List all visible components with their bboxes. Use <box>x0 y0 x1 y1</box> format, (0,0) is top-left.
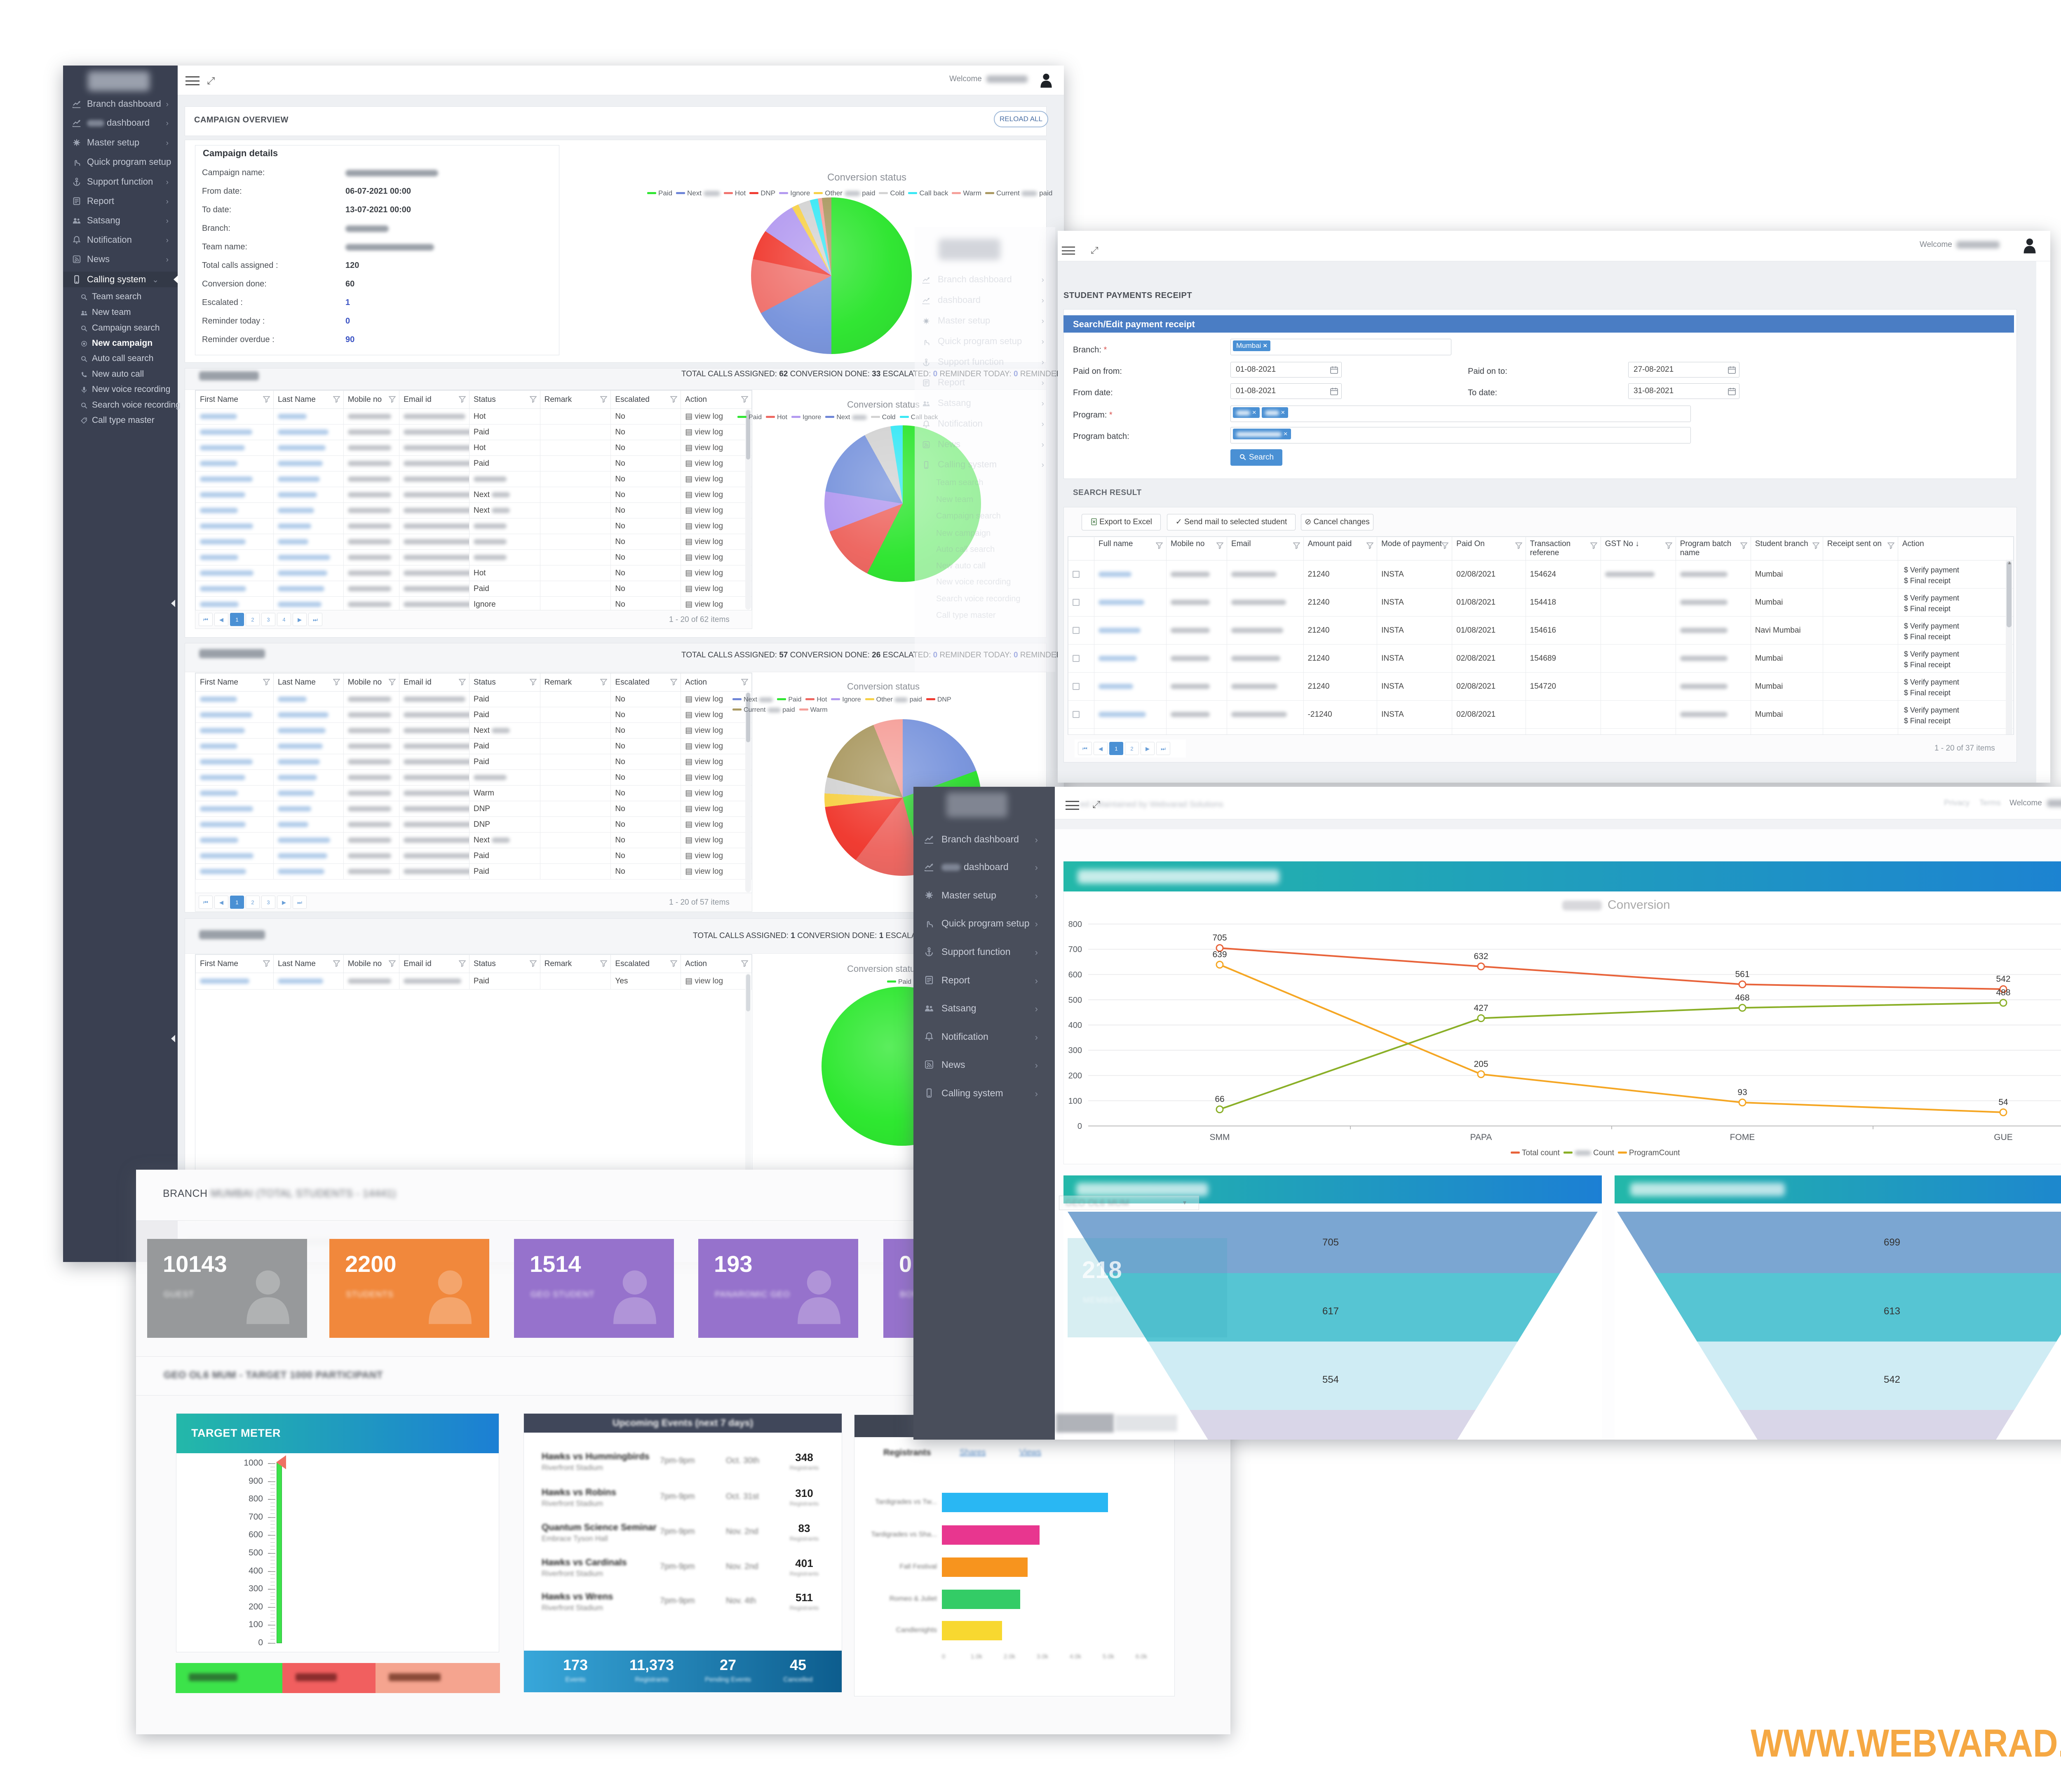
svg-text:GUE: GUE <box>1994 1133 2013 1142</box>
svg-text:0: 0 <box>1077 1122 1082 1131</box>
svg-text:600: 600 <box>1068 971 1082 980</box>
svg-text:613: 613 <box>1884 1306 1900 1317</box>
svg-text:427: 427 <box>1474 1004 1488 1013</box>
svg-text:800: 800 <box>1068 920 1082 929</box>
svg-text:561: 561 <box>1735 969 1749 979</box>
svg-text:488: 488 <box>1996 988 2010 997</box>
svg-text:554: 554 <box>1322 1374 1339 1385</box>
svg-text:639: 639 <box>1212 950 1227 959</box>
svg-text:700: 700 <box>1068 945 1082 954</box>
svg-text:705: 705 <box>1212 933 1227 943</box>
svg-text:542: 542 <box>1996 974 2010 984</box>
svg-text:SMM: SMM <box>1210 1133 1230 1142</box>
svg-text:400: 400 <box>1068 1021 1082 1030</box>
svg-text:PAPA: PAPA <box>1470 1133 1492 1142</box>
svg-text:100: 100 <box>1068 1097 1082 1106</box>
svg-text:300: 300 <box>1068 1046 1082 1055</box>
svg-text:93: 93 <box>1737 1088 1747 1097</box>
svg-text:205: 205 <box>1474 1059 1488 1069</box>
svg-text:54: 54 <box>1998 1098 2008 1107</box>
svg-text:468: 468 <box>1735 993 1749 1002</box>
svg-text:66: 66 <box>1215 1095 1224 1104</box>
svg-text:200: 200 <box>1068 1072 1082 1081</box>
svg-text:705: 705 <box>1322 1237 1339 1248</box>
svg-text:542: 542 <box>1884 1374 1900 1385</box>
svg-text:632: 632 <box>1474 952 1488 961</box>
svg-text:FOME: FOME <box>1730 1133 1755 1142</box>
svg-text:617: 617 <box>1322 1306 1339 1317</box>
svg-text:699: 699 <box>1884 1237 1900 1248</box>
svg-text:500: 500 <box>1068 996 1082 1005</box>
